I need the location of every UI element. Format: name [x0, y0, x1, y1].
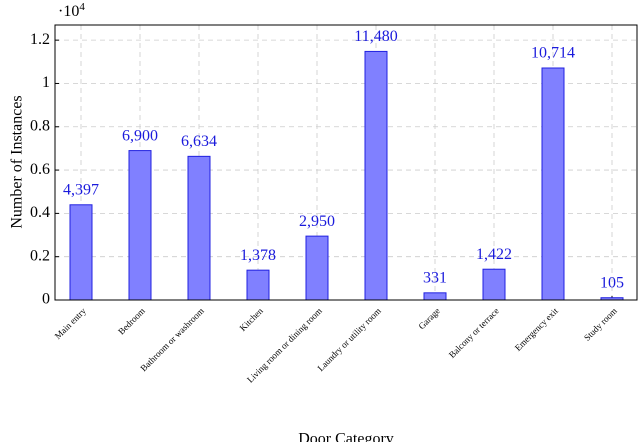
bar [69, 204, 93, 301]
y-tick-label: 1 [42, 74, 50, 91]
value-label: 6,634 [181, 133, 217, 150]
bar [482, 268, 506, 301]
value-label: 2,950 [299, 213, 335, 230]
value-label: 4,397 [63, 181, 99, 198]
bar [187, 155, 211, 301]
x-tick-label: Emergency exit [513, 305, 560, 352]
x-tick-label: Laundry or utility room [316, 306, 383, 373]
x-tick-label: Bedroom [116, 306, 147, 337]
value-label: 6,900 [122, 127, 158, 144]
value-label: 11,480 [354, 28, 397, 45]
x-tick-label: Balcony or terrace [447, 306, 501, 360]
x-tick-label: Kitchen [238, 305, 266, 333]
x-tick-label: Main entry [53, 305, 89, 341]
y-tick-label: 0.6 [30, 161, 50, 178]
x-tick-label: Bathroom or washroom [138, 306, 206, 374]
axis-multiplier: ·104 [58, 1, 85, 20]
axis-frame [54, 24, 638, 301]
multiplier-base: ·10 [58, 3, 79, 20]
y-tick-label: 0.4 [30, 204, 50, 221]
multiplier-exponent: 4 [79, 1, 85, 13]
y-axis-label: Number of Instances [9, 95, 26, 228]
value-label: 1,378 [240, 247, 276, 264]
bar [423, 292, 447, 301]
value-label: 1,422 [476, 246, 512, 263]
x-tick-label: Study room [582, 306, 619, 343]
value-label: 10,714 [531, 45, 575, 62]
value-label: 331 [423, 270, 447, 287]
y-tick-label: 1.2 [30, 31, 50, 48]
bar [541, 67, 565, 301]
value-label: 105 [600, 274, 624, 291]
y-tick-label: 0.2 [30, 247, 50, 264]
bar [364, 50, 388, 301]
bar [246, 269, 270, 301]
y-tick-label: 0.8 [30, 117, 50, 134]
x-tick-label: Garage [416, 306, 441, 331]
bar [305, 235, 329, 301]
x-axis-label: Door Category [298, 431, 394, 442]
y-tick-label: 0 [42, 291, 50, 308]
bar [128, 150, 152, 301]
